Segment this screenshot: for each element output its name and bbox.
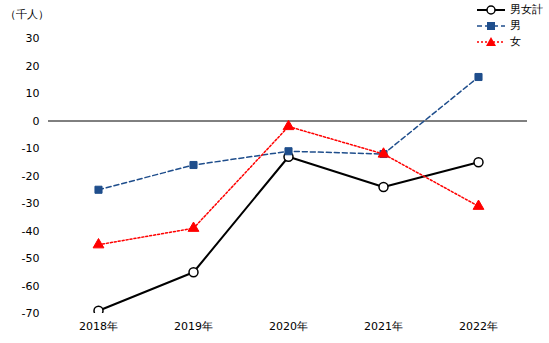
svg-text:2018年: 2018年 [79,320,118,333]
svg-text:-10: -10 [22,142,40,155]
svg-text:2021年: 2021年 [364,320,403,333]
svg-text:-20: -20 [22,170,40,183]
html-text:男: 男 [510,19,521,32]
svg-text:2020年: 2020年 [269,320,308,333]
svg-text:2022年: 2022年 [459,320,498,333]
svg-text:（千人）: （千人） [5,8,49,21]
svg-text:0: 0 [33,115,40,128]
svg-text:30: 30 [26,32,40,45]
svg-text:-40: -40 [22,225,40,238]
html-text:男女計: 男女計 [510,3,543,16]
svg-text:10: 10 [26,87,40,100]
svg-text:2019年: 2019年 [174,320,213,333]
svg-text:-50: -50 [22,252,40,265]
svg-text:-60: -60 [22,280,40,293]
svg-text:-30: -30 [22,197,40,210]
html-text:女: 女 [510,35,521,48]
svg-text:-70: -70 [22,307,40,320]
svg-text:20: 20 [26,60,40,73]
